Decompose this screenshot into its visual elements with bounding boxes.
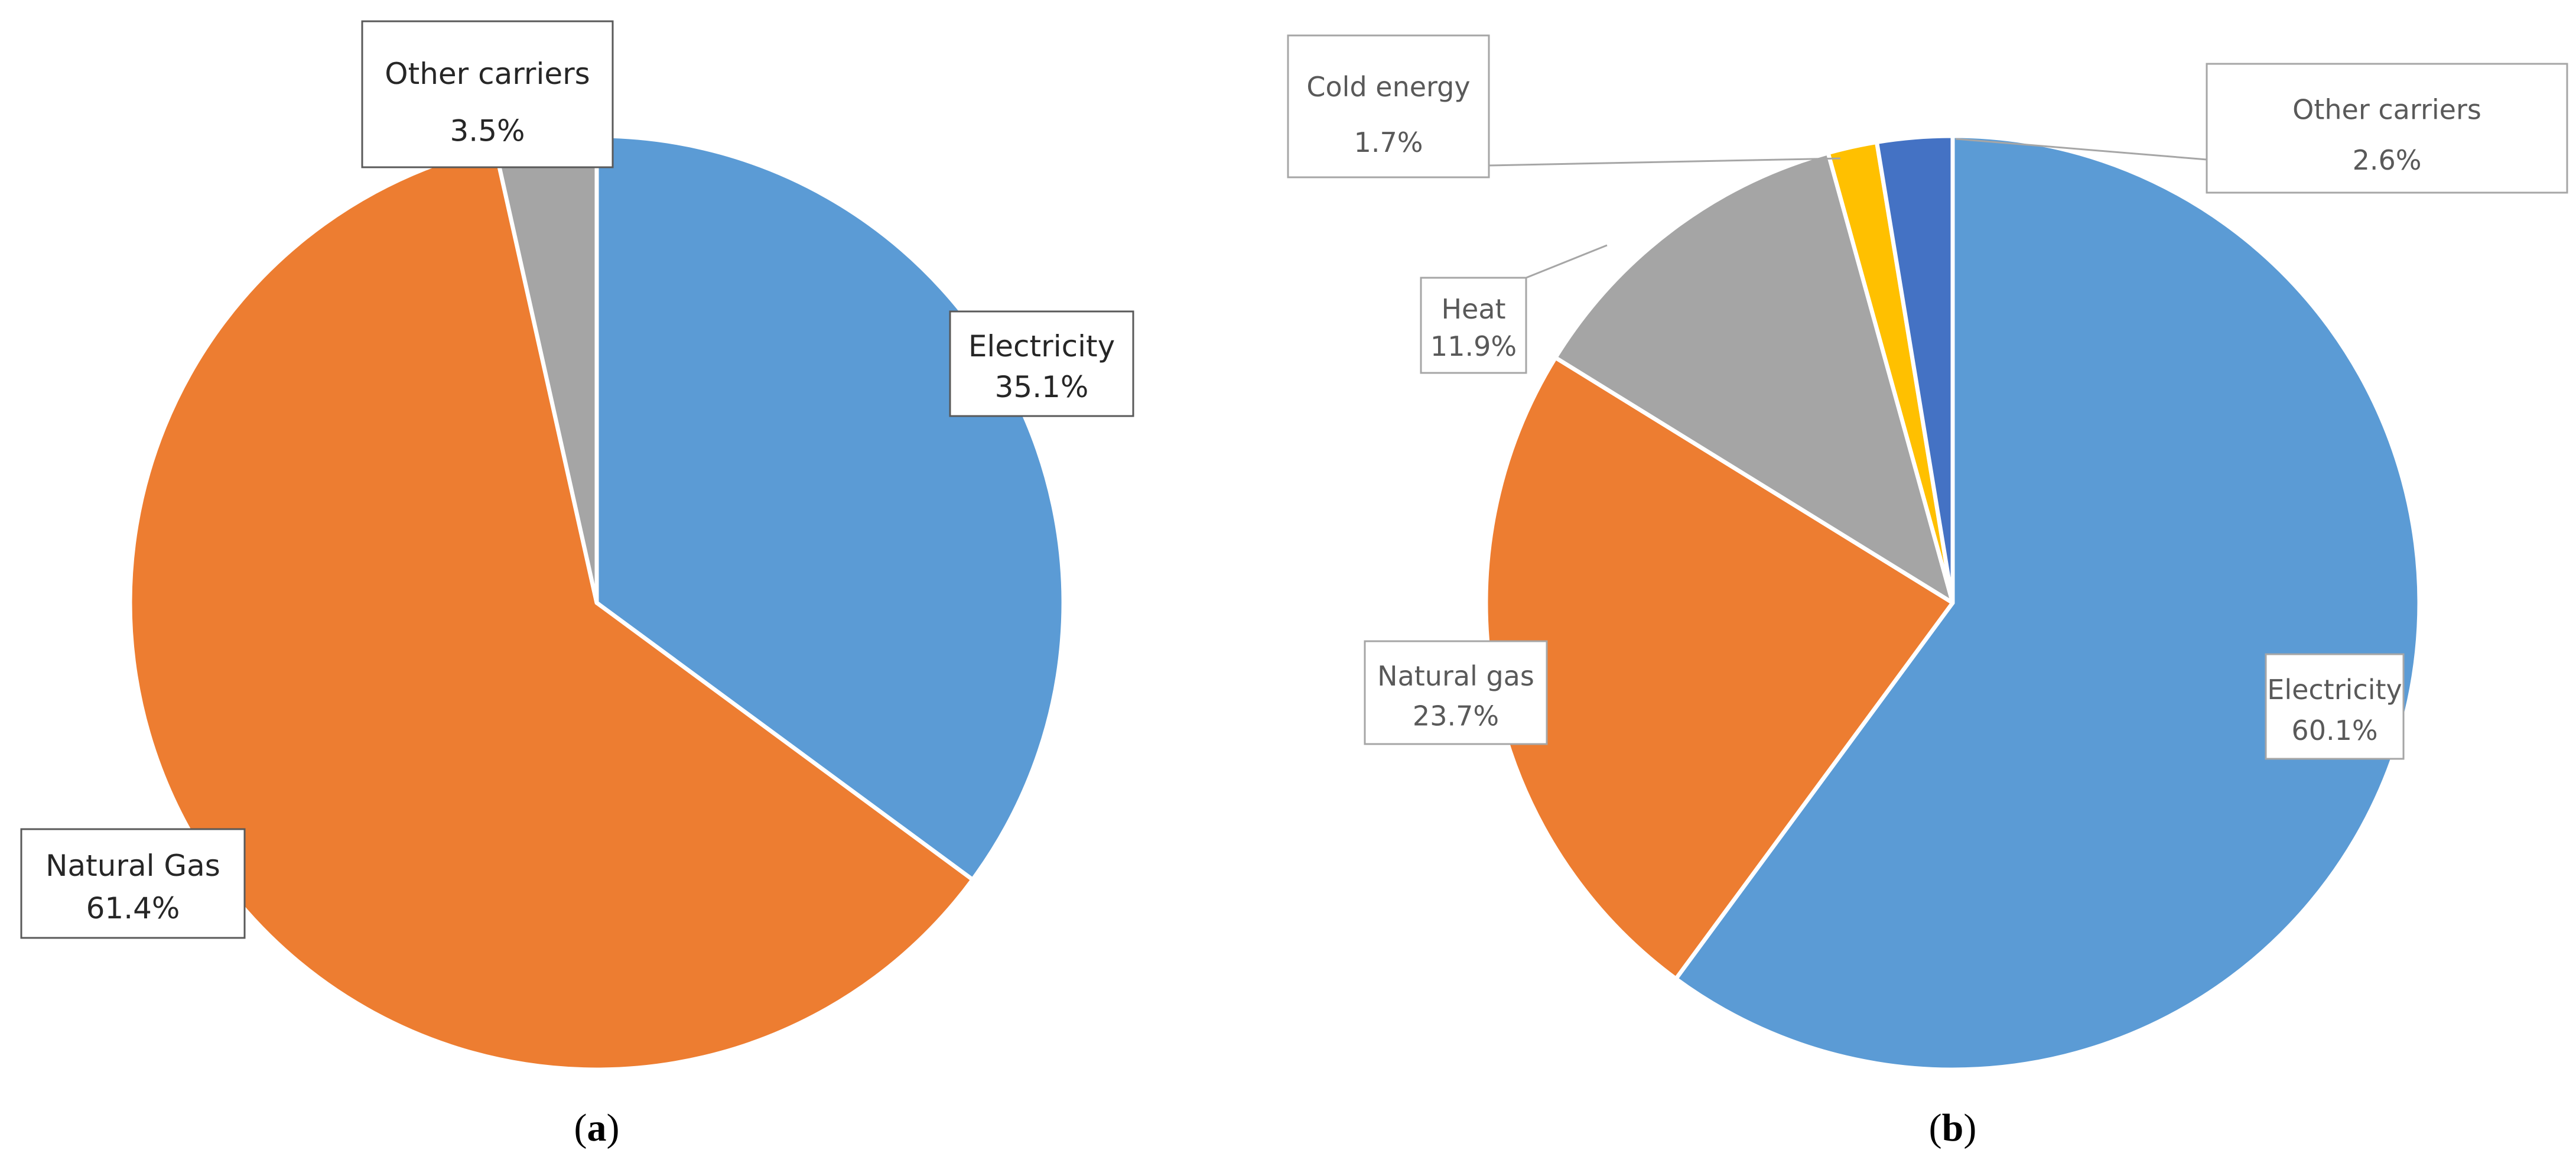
pie-slice-heat <box>1553 151 1955 605</box>
data-label-name-cold-energy: Cold energy <box>1306 71 1470 103</box>
data-label-name-other-carriers: Other carriers <box>2292 94 2481 126</box>
data-label-value-natural-gas: 23.7% <box>1413 700 1499 732</box>
data-label-name-electricity: Electricity <box>968 329 1115 363</box>
pie-slice-other-carriers <box>1875 134 1955 605</box>
data-label-value-electricity: 60.1% <box>2291 714 2377 746</box>
data-label-box-natural-gas <box>1364 640 1548 745</box>
pie-chart-a: Electricity 35.1% Natural Gas 61.4% Other ca… <box>20 20 1134 1072</box>
leader-line-cold-energy <box>1488 157 1841 167</box>
caption-a: (a) <box>574 1106 620 1149</box>
caption-b: (b) <box>1929 1106 1977 1149</box>
data-label-value-other-carriers: 3.5% <box>450 114 525 148</box>
data-label-box-electricity <box>949 310 1134 417</box>
data-label-box-electricity <box>2265 653 2405 760</box>
pie-chart-b: Electricity 60.1% Natural gas 23.7% Heat 11.9… <box>1287 34 2568 1072</box>
data-label-name-electricity: Electricity <box>2267 674 2402 706</box>
data-label-value-natural-gas: 61.4% <box>86 891 180 925</box>
data-label-value-heat: 11.9% <box>1430 330 1517 362</box>
data-label-box-natural-gas <box>20 828 246 939</box>
data-label-box-other-carriers <box>361 20 614 168</box>
leader-line-heat <box>1526 244 1608 279</box>
data-label-value-other-carriers: 2.6% <box>2353 144 2422 176</box>
data-label-value-cold-energy: 1.7% <box>1354 126 1423 158</box>
data-label-box-heat <box>1420 277 1527 374</box>
data-label-box-other-carriers <box>2206 63 2568 194</box>
data-label-value-electricity: 35.1% <box>995 370 1089 404</box>
data-label-box-cold-energy <box>1287 34 1490 178</box>
data-label-name-other-carriers: Other carriers <box>385 57 590 91</box>
leader-line-other-carriers <box>1955 138 2207 161</box>
data-label-name-natural-gas: Natural Gas <box>45 849 220 883</box>
data-label-name-natural-gas: Natural gas <box>1377 660 1534 692</box>
data-label-name-heat: Heat <box>1441 293 1505 325</box>
